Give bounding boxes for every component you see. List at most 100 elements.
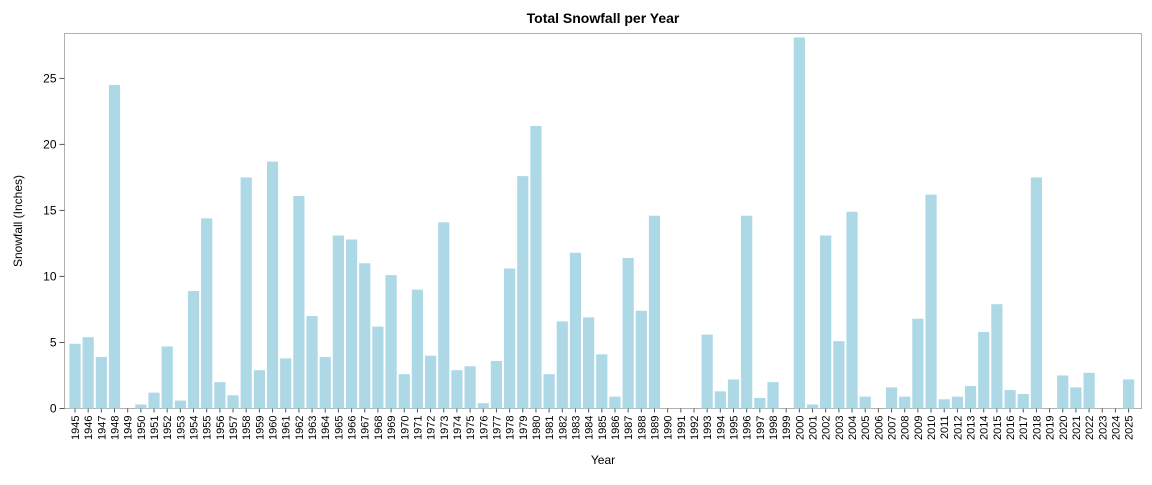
x-tick-label: 2000 [794,416,806,440]
bar [161,346,173,409]
bar [451,370,463,409]
x-tick-label: 1982 [557,416,569,440]
x-axis: 1945 1946 1947 1948 1949 1950 1951 1952 1953 1954… [70,408,1136,440]
bar [319,357,331,409]
x-tick-label: 1975 [465,416,477,440]
y-tick-label: 20 [43,137,57,151]
x-tick-label: 1948 [110,416,122,440]
bar [1030,177,1043,409]
x-tick-label: 1962 [294,416,306,440]
y-tick-label: 10 [43,269,57,283]
bar [648,215,661,409]
x-tick-label: 2023 [1097,416,1109,440]
x-tick-label: 1992 [689,416,701,440]
bar [767,382,779,409]
bar [714,391,726,409]
x-tick-label: 2018 [1031,416,1043,440]
bar [201,218,213,409]
bar [174,400,186,409]
x-tick-label: 1999 [781,416,793,440]
bar [280,358,292,409]
x-tick-label: 1953 [175,416,187,440]
bar [504,268,516,409]
bar [464,366,476,409]
x-tick-label: 1978 [505,416,517,440]
bar [885,387,898,409]
bar [938,399,950,409]
x-tick-label: 1983 [570,416,582,440]
y-tick-label: 25 [43,71,57,85]
x-tick-label: 2016 [1005,416,1017,440]
x-tick-label: 1972 [426,416,438,440]
x-tick-label: 2025 [1124,416,1136,440]
chart-title: Total Snowfall per Year [527,10,680,26]
y-axis: 0 5 10 15 20 25 [43,71,65,416]
bar [1070,387,1082,409]
x-tick-label: 1994 [715,416,727,440]
x-tick-label: 1990 [663,416,675,440]
bar [345,239,358,409]
x-tick-label: 2024 [1110,416,1122,440]
bar [411,289,424,409]
x-tick-label: 1973 [439,416,451,440]
x-tick-label: 2009 [913,416,925,440]
bar [951,396,963,409]
x-tick-label: 1952 [162,416,174,440]
bar [214,382,226,409]
bar [108,84,121,409]
bar [253,370,265,409]
x-tick-label: 2003 [834,416,846,440]
x-tick-label: 1986 [610,416,622,440]
x-tick-label: 1957 [228,416,240,440]
x-tick-label: 2013 [966,416,978,440]
x-tick-label: 1965 [333,416,345,440]
x-tick-label: 1960 [268,416,280,440]
x-tick-label: 1955 [202,416,214,440]
bar [530,125,542,409]
x-tick-label: 1946 [83,416,95,440]
x-tick-label: 1979 [518,416,530,440]
x-tick-label: 1984 [584,416,596,440]
x-tick-label: 2004 [847,416,859,440]
x-tick-label: 1987 [623,416,635,440]
bar [1057,375,1069,409]
bar [517,176,529,409]
x-tick-label: 2005 [860,416,872,440]
x-tick-label: 1995 [729,416,741,440]
bar [859,396,871,409]
bar [424,355,437,409]
bar [833,341,845,409]
x-tick-label: 1996 [742,416,754,440]
bar [543,374,555,409]
bar [846,211,858,409]
x-axis-label: Year [591,453,615,467]
x-tick-label: 1971 [412,416,424,440]
x-tick-label: 1949 [123,416,135,440]
x-tick-label: 1998 [768,416,780,440]
bar [148,392,160,409]
x-tick-label: 1959 [254,416,266,440]
x-tick-label: 1961 [281,416,293,440]
bar [398,374,410,409]
y-tick-label: 5 [50,335,57,349]
x-tick-label: 2001 [808,416,820,440]
y-axis-label: Snowfall (Inches) [11,175,25,267]
bar [754,397,766,409]
x-tick-label: 1977 [491,416,503,440]
bar [240,177,252,409]
bar [385,275,397,409]
bar [293,195,305,409]
x-tick-label: 1991 [676,416,688,440]
bar [95,357,107,409]
x-tick-label: 2015 [992,416,1004,440]
x-tick-label: 1956 [215,416,227,440]
x-tick-label: 2012 [952,416,964,440]
x-tick-label: 2002 [821,416,833,440]
bar [69,343,81,409]
bar [609,396,621,409]
bar [556,321,568,409]
bar [899,396,911,409]
bar [569,252,582,409]
x-tick-label: 1951 [149,416,161,440]
